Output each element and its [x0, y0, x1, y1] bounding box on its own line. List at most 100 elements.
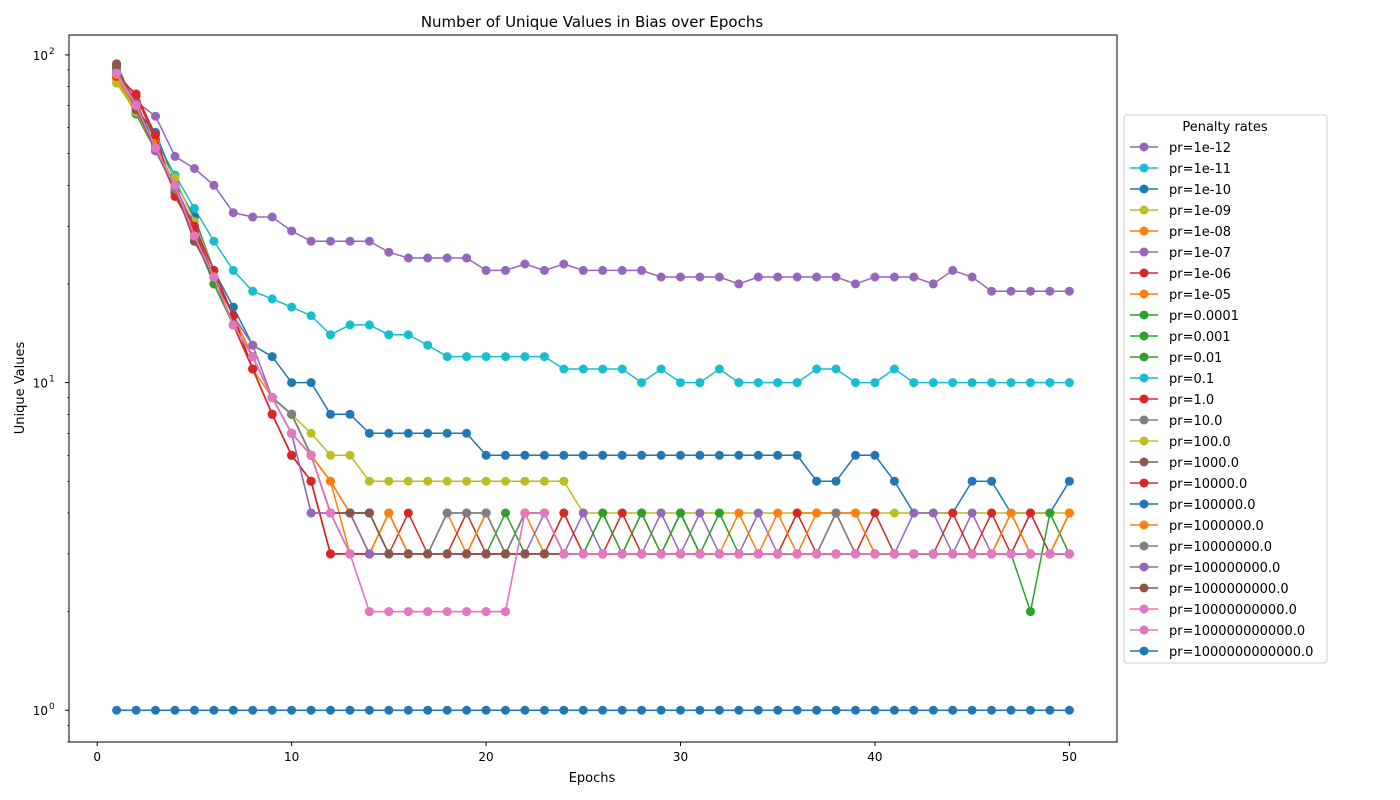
legend-entry: pr=1e-10: [1130, 183, 1231, 198]
data-point: [209, 705, 219, 715]
data-point: [676, 272, 685, 282]
data-point: [1026, 607, 1035, 617]
chart-title: Number of Unique Values in Bias over Epo…: [421, 13, 764, 31]
data-point: [131, 705, 141, 715]
data-point: [1045, 705, 1055, 715]
data-point: [987, 705, 997, 715]
data-point: [462, 352, 472, 362]
data-point: [287, 450, 297, 460]
data-point: [695, 450, 705, 460]
data-point: [734, 378, 744, 388]
data-point: [442, 476, 452, 486]
data-point: [1006, 508, 1016, 518]
data-point: [403, 607, 413, 617]
data-point: [734, 549, 744, 559]
data-point: [501, 476, 510, 486]
series-12: [112, 68, 1074, 559]
legend-swatch-marker: [1139, 352, 1149, 362]
data-point: [773, 272, 783, 282]
y-tick-label: 10: [33, 377, 48, 391]
legend-label: pr=0.01: [1169, 351, 1222, 366]
data-point: [598, 549, 608, 559]
data-point: [676, 705, 685, 715]
series-line: [115, 66, 1070, 556]
data-point: [481, 508, 491, 518]
data-point: [423, 607, 433, 617]
data-point: [364, 320, 374, 330]
legend-label: pr=100000000.0: [1169, 561, 1280, 576]
series-4: [112, 75, 1074, 559]
data-point: [656, 364, 666, 374]
data-point: [501, 607, 510, 617]
legend-swatch-marker: [1139, 625, 1149, 635]
data-point: [151, 130, 160, 140]
data-point: [753, 450, 763, 460]
data-point: [617, 508, 627, 518]
data-point: [170, 180, 180, 190]
data-point: [773, 549, 783, 559]
series-23: [112, 68, 1074, 617]
data-point: [870, 378, 880, 388]
legend-label: pr=1000000000.0: [1169, 582, 1289, 597]
series-14: [112, 75, 1074, 559]
data-point: [734, 508, 744, 518]
data-point: [617, 705, 627, 715]
legend-label: pr=0.1: [1169, 372, 1214, 387]
data-point: [403, 549, 413, 559]
legend-swatch-marker: [1139, 205, 1149, 215]
data-point: [462, 428, 472, 438]
legend-swatch-marker: [1139, 583, 1149, 593]
data-point: [656, 450, 666, 460]
data-point: [812, 364, 822, 374]
series-line: [115, 64, 1070, 555]
data-point: [1064, 508, 1074, 518]
legend-label: pr=0.001: [1169, 330, 1231, 345]
data-point: [364, 476, 374, 486]
data-point: [501, 508, 510, 518]
series-line: [115, 64, 1070, 555]
data-point: [462, 508, 472, 518]
data-point: [481, 607, 491, 617]
data-point: [442, 428, 452, 438]
data-point: [501, 705, 510, 715]
data-point: [306, 450, 316, 460]
legend-label: pr=1e-07: [1169, 246, 1231, 261]
data-point: [676, 549, 685, 559]
data-point: [326, 236, 335, 246]
data-point: [695, 549, 705, 559]
data-point: [792, 705, 802, 715]
legend-swatch-marker: [1139, 436, 1149, 446]
x-tick-label: 50: [1062, 750, 1077, 764]
data-point: [364, 508, 374, 518]
data-point: [287, 226, 297, 236]
y-tick-exponent: 1: [49, 375, 55, 385]
legend-entry: pr=0.001: [1130, 330, 1231, 345]
data-point: [520, 450, 530, 460]
data-point: [248, 364, 258, 374]
data-point: [462, 549, 472, 559]
data-point: [812, 272, 822, 282]
data-point: [306, 705, 316, 715]
x-axis-label: Epochs: [569, 771, 616, 786]
data-point: [131, 89, 141, 99]
data-point: [753, 549, 763, 559]
series-21: [112, 60, 1074, 559]
legend-entry: pr=1e-09: [1130, 204, 1231, 219]
data-point: [267, 409, 277, 419]
series-0: [112, 65, 1074, 296]
legend-entry: pr=1e-06: [1130, 267, 1231, 282]
legend-label: pr=1e-12: [1169, 141, 1231, 156]
data-point: [617, 450, 627, 460]
series-18: [112, 70, 1074, 559]
series-line: [115, 69, 1070, 556]
data-point: [773, 450, 783, 460]
data-point: [987, 508, 997, 518]
data-point: [403, 330, 413, 340]
plot-frame: [68, 34, 1118, 743]
legend-entry: pr=10000000000.0: [1130, 603, 1297, 618]
data-point: [812, 705, 822, 715]
data-point: [1026, 508, 1035, 518]
data-point: [384, 607, 394, 617]
data-point: [345, 549, 355, 559]
data-point: [578, 549, 588, 559]
